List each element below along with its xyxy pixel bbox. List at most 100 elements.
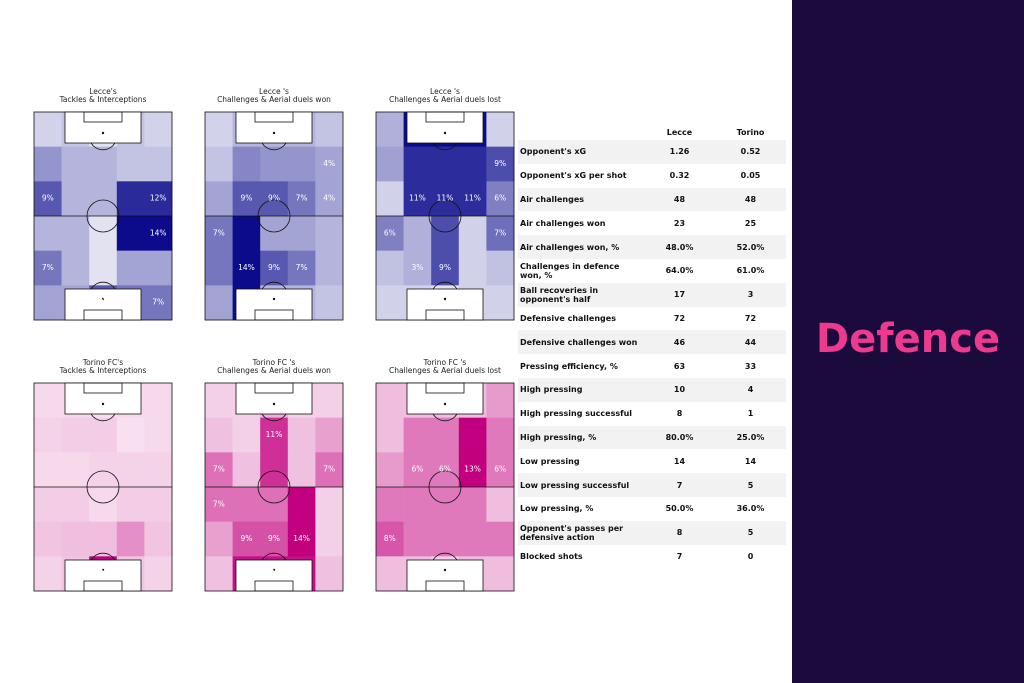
heat-cell bbox=[89, 250, 118, 286]
penalty-spot bbox=[272, 131, 276, 135]
pitch-title: Lecce's bbox=[89, 87, 117, 96]
cell-label: 9% bbox=[240, 194, 252, 203]
heat-cell bbox=[205, 250, 233, 286]
goal-area bbox=[83, 111, 123, 123]
cell-value: 23 bbox=[673, 218, 686, 228]
row-label: Defensive challenges won bbox=[518, 330, 644, 355]
table-row: Low pressing 14 14 bbox=[518, 449, 786, 473]
cell-label: 11% bbox=[437, 194, 454, 203]
heat-cell bbox=[34, 556, 62, 592]
cell-label: 11% bbox=[266, 430, 283, 439]
heat-cell bbox=[376, 487, 404, 522]
heat-cell bbox=[61, 146, 90, 182]
penalty-box bbox=[235, 382, 313, 415]
heat-cell bbox=[431, 452, 460, 488]
pitch-title: Lecce 's bbox=[259, 87, 289, 96]
cell-value: 8 bbox=[644, 520, 715, 545]
heat-cell bbox=[61, 487, 90, 522]
heat-cell bbox=[376, 181, 404, 217]
heat-cell bbox=[287, 146, 316, 182]
cell-value: 64.0% bbox=[665, 266, 694, 276]
goal-area bbox=[254, 111, 294, 123]
penalty-box bbox=[406, 382, 484, 415]
heat-cell bbox=[232, 216, 261, 251]
goal-area bbox=[254, 382, 294, 394]
heat-cell bbox=[315, 181, 344, 217]
heat-cell bbox=[403, 181, 432, 217]
row-label: Opponent's passes per defensive action bbox=[518, 520, 644, 545]
penalty-arc bbox=[90, 281, 116, 290]
heat-cell bbox=[89, 417, 118, 453]
heat-cell bbox=[205, 452, 233, 488]
heat-cell bbox=[205, 146, 233, 182]
heat-cell bbox=[315, 285, 344, 321]
heat-cell bbox=[431, 146, 460, 182]
row-label: Opponent's xG bbox=[518, 140, 644, 164]
heat-cell bbox=[376, 417, 404, 453]
stats-table: Lecce Torino Opponent's xG 1.26 0.52 Opponent… bbox=[518, 124, 786, 568]
heat-cell bbox=[61, 521, 90, 557]
penalty-spot bbox=[101, 131, 105, 135]
heat-cell bbox=[458, 250, 487, 286]
pitch-title: Torino FC 's bbox=[423, 358, 467, 367]
goal-area bbox=[425, 382, 465, 394]
table-row: Challenges in defence won, % 64.0% 61.0% bbox=[518, 259, 786, 283]
heat-cell bbox=[315, 521, 344, 557]
heat-cell bbox=[232, 417, 261, 453]
heat-cell bbox=[376, 216, 404, 251]
table-row: Air challenges 48 48 bbox=[518, 187, 786, 212]
cell-label: 7% bbox=[213, 499, 225, 508]
centre-circle bbox=[428, 470, 462, 504]
heat-cell bbox=[403, 250, 432, 286]
heat-cell bbox=[458, 452, 487, 488]
heat-cell bbox=[486, 112, 515, 147]
cell-label: 33% bbox=[95, 569, 112, 578]
table-row: High pressing 10 4 bbox=[518, 377, 786, 402]
cell-value: 46 bbox=[644, 330, 715, 355]
heat-cell bbox=[260, 250, 289, 286]
cell-value: 48 bbox=[644, 187, 715, 212]
penalty-arc bbox=[432, 142, 458, 151]
penalty-spot bbox=[443, 131, 447, 135]
cell-value: 25.0% bbox=[715, 425, 786, 450]
pitch-title: Challenges & Aerial duels lost bbox=[389, 95, 501, 104]
cell-value: 48.0% bbox=[644, 235, 715, 259]
pitch-title: Challenges & Aerial duels won bbox=[217, 95, 331, 104]
penalty-spot bbox=[443, 402, 447, 406]
penalty-box bbox=[235, 559, 313, 592]
cell-value: 25 bbox=[744, 218, 757, 228]
cell-value: 50.0% bbox=[665, 504, 694, 514]
heat-cell bbox=[315, 556, 344, 592]
penalty-box bbox=[235, 111, 313, 144]
heat-cell bbox=[116, 250, 145, 286]
goal-area bbox=[254, 309, 294, 321]
header-row: Lecce Torino bbox=[518, 124, 786, 140]
heat-cell bbox=[61, 216, 90, 251]
centre-circle bbox=[86, 470, 120, 504]
heat-cell bbox=[287, 452, 316, 488]
heat-cell bbox=[376, 452, 404, 488]
cell-label: 13% bbox=[437, 124, 454, 133]
heat-cell bbox=[315, 417, 344, 453]
heat-cell bbox=[260, 181, 289, 217]
heat-cell bbox=[376, 521, 404, 557]
row-label: Blocked shots bbox=[520, 551, 583, 561]
pitch-lines bbox=[204, 382, 344, 592]
heat-cell bbox=[403, 452, 432, 488]
heat-cell bbox=[116, 521, 145, 557]
cell-label: 3% bbox=[411, 263, 423, 272]
cell-label: 7% bbox=[42, 263, 54, 272]
heat-cell bbox=[431, 417, 460, 453]
heat-cell bbox=[205, 417, 233, 453]
heat-cell bbox=[458, 146, 487, 182]
heat-cell bbox=[260, 146, 289, 182]
heat-cell bbox=[315, 452, 344, 488]
penalty-spot bbox=[272, 402, 276, 406]
centre-circle bbox=[86, 199, 120, 233]
heat-cell bbox=[260, 417, 289, 453]
heat-cell bbox=[431, 521, 460, 557]
pitch-lines bbox=[204, 111, 344, 321]
pitch-title: Challenges & Aerial duels lost bbox=[389, 366, 501, 375]
heat-cell bbox=[232, 452, 261, 488]
